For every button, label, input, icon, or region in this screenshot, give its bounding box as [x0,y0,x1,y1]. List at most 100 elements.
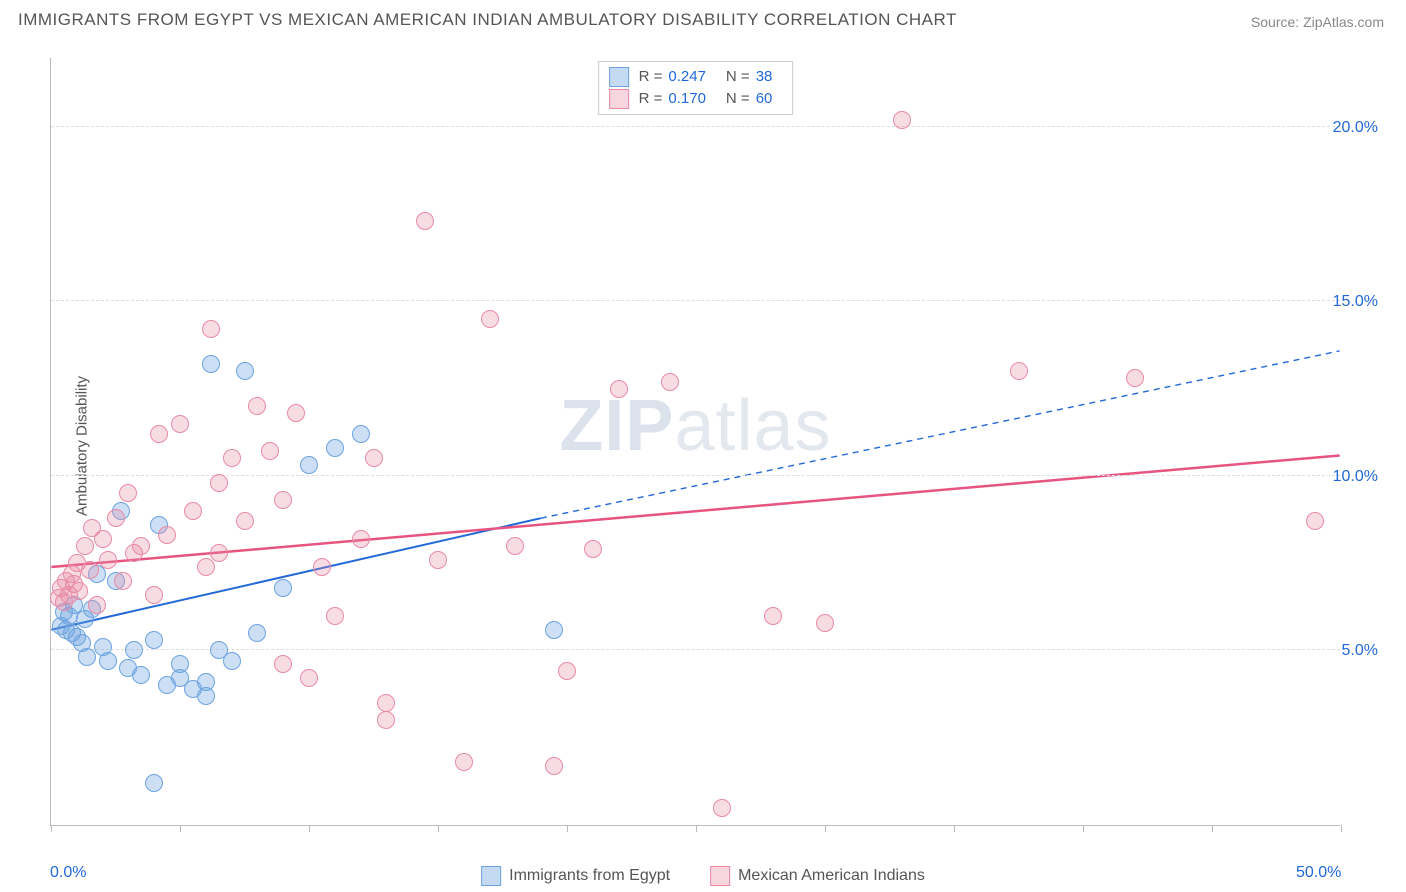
scatter-point-egypt [145,774,163,792]
scatter-point-egypt [236,362,254,380]
x-tick [51,825,52,832]
x-tick-label: 0.0% [50,864,86,882]
gridline [51,300,1340,301]
n-value-egypt: 38 [756,66,773,88]
x-tick-label: 50.0% [1296,864,1341,882]
scatter-point-egypt [132,666,150,684]
scatter-point-mexican [1010,362,1028,380]
scatter-point-mexican [429,551,447,569]
scatter-point-mexican [300,669,318,687]
x-tick [954,825,955,832]
gridline [51,126,1340,127]
scatter-point-mexican [223,449,241,467]
scatter-point-mexican [377,694,395,712]
swatch-mexican [609,89,629,109]
scatter-point-mexican [377,711,395,729]
legend-item-egypt: Immigrants from Egypt [481,866,670,886]
y-tick-label: 15.0% [1333,293,1378,311]
scatter-point-mexican [365,449,383,467]
swatch-mexican-icon [710,866,730,886]
scatter-point-mexican [76,537,94,555]
watermark: ZIPatlas [559,385,831,467]
scatter-point-mexican [764,607,782,625]
scatter-point-egypt [300,456,318,474]
scatter-point-mexican [94,530,112,548]
scatter-point-egypt [248,624,266,642]
scatter-point-mexican [713,799,731,817]
stats-row-egypt: R = 0.247 N = 38 [609,66,783,88]
gridline [51,649,1340,650]
x-tick [180,825,181,832]
scatter-point-mexican [132,537,150,555]
n-label: N = [726,88,750,110]
scatter-point-mexican [274,655,292,673]
scatter-point-mexican [171,415,189,433]
scatter-point-egypt [171,669,189,687]
scatter-point-mexican [661,373,679,391]
stats-row-mexican: R = 0.170 N = 60 [609,88,783,110]
scatter-point-egypt [223,652,241,670]
scatter-point-mexican [107,509,125,527]
source-label: Source: ZipAtlas.com [1251,14,1384,30]
scatter-point-mexican [150,425,168,443]
scatter-point-egypt [99,652,117,670]
scatter-point-mexican [210,544,228,562]
n-label: N = [726,66,750,88]
scatter-point-mexican [184,502,202,520]
scatter-point-mexican [202,320,220,338]
y-tick-label: 20.0% [1333,119,1378,137]
scatter-point-mexican [1126,369,1144,387]
scatter-point-mexican [81,561,99,579]
r-value-mexican: 0.170 [668,88,706,110]
scatter-point-egypt [125,641,143,659]
scatter-point-mexican [88,596,106,614]
plot-area: ZIPatlas R = 0.247 N = 38 R = 0.170 N = … [50,58,1340,826]
x-tick [567,825,568,832]
scatter-point-egypt [145,631,163,649]
scatter-point-mexican [248,397,266,415]
scatter-point-mexican [455,753,473,771]
scatter-point-mexican [287,404,305,422]
x-tick [309,825,310,832]
scatter-point-mexican [545,757,563,775]
gridline [51,475,1340,476]
scatter-point-mexican [481,310,499,328]
scatter-point-mexican [197,558,215,576]
y-tick-label: 5.0% [1342,642,1378,660]
scatter-point-mexican [352,530,370,548]
n-value-mexican: 60 [756,88,773,110]
scatter-point-egypt [326,439,344,457]
scatter-point-mexican [610,380,628,398]
scatter-point-egypt [545,621,563,639]
scatter-point-egypt [202,355,220,373]
scatter-point-mexican [313,558,331,576]
scatter-point-mexican [99,551,117,569]
scatter-point-mexican [816,614,834,632]
r-label: R = [639,66,663,88]
r-value-egypt: 0.247 [668,66,706,88]
legend-label-egypt: Immigrants from Egypt [509,867,670,885]
scatter-point-mexican [326,607,344,625]
r-label: R = [639,88,663,110]
scatter-point-egypt [274,579,292,597]
scatter-point-mexican [274,491,292,509]
scatter-point-mexican [893,111,911,129]
scatter-point-mexican [210,474,228,492]
scatter-point-mexican [584,540,602,558]
scatter-point-mexican [114,572,132,590]
swatch-egypt-icon [481,866,501,886]
scatter-point-mexican [145,586,163,604]
x-tick [1341,825,1342,832]
scatter-point-mexican [506,537,524,555]
scatter-point-mexican [558,662,576,680]
scatter-point-mexican [119,484,137,502]
scatter-point-mexican [416,212,434,230]
legend-label-mexican: Mexican American Indians [738,867,925,885]
scatter-point-mexican [1306,512,1324,530]
scatter-point-egypt [197,687,215,705]
x-tick [696,825,697,832]
legend-item-mexican: Mexican American Indians [710,866,925,886]
x-tick [1212,825,1213,832]
swatch-egypt [609,67,629,87]
chart-title: IMMIGRANTS FROM EGYPT VS MEXICAN AMERICA… [18,10,957,30]
